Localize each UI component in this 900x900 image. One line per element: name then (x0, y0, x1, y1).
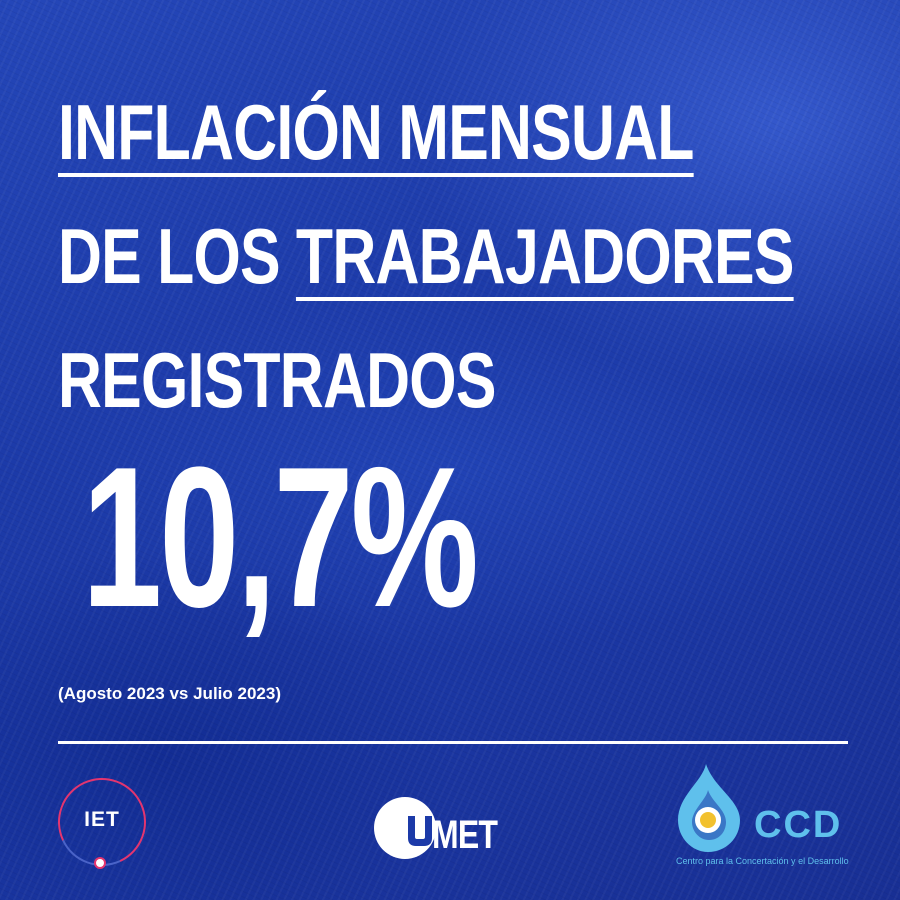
ccd-subtitle: Centro para la Concertación y el Desarro… (676, 856, 849, 866)
ccd-logo: CCD Centro para la Concertación y el Des… (668, 760, 868, 880)
headline-inflacion-mensual: INFLACIÓN MENSUAL (58, 88, 694, 176)
headline-line-3: REGISTRADOS (58, 318, 682, 442)
ccd-label: CCD (754, 804, 843, 846)
headline-line-2: DE LOS TRABAJADORES (58, 194, 794, 318)
iet-dot-icon (96, 859, 104, 867)
ccd-drop-icon (678, 764, 740, 852)
iet-logo: IET (45, 765, 159, 879)
umet-label: MET (432, 813, 498, 857)
umet-u-icon (374, 797, 436, 859)
divider (58, 741, 848, 744)
headline: INFLACIÓN MENSUAL DE LOS TRABAJADORES RE… (58, 70, 794, 442)
inflation-value: 10,7% (82, 426, 479, 649)
headline-registrados: REGISTRADOS (58, 336, 496, 424)
iet-label: IET (84, 808, 120, 831)
umet-logo: MET (372, 788, 532, 868)
headline-line-1: INFLACIÓN MENSUAL (58, 70, 694, 194)
period-note: (Agosto 2023 vs Julio 2023) (58, 684, 281, 703)
headline-de-los: DE LOS (58, 212, 296, 300)
headline-trabajadores: TRABAJADORES (295, 212, 794, 300)
